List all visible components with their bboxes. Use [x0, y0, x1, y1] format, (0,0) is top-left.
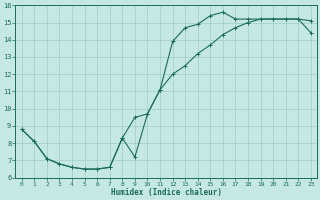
X-axis label: Humidex (Indice chaleur): Humidex (Indice chaleur) — [111, 188, 222, 197]
